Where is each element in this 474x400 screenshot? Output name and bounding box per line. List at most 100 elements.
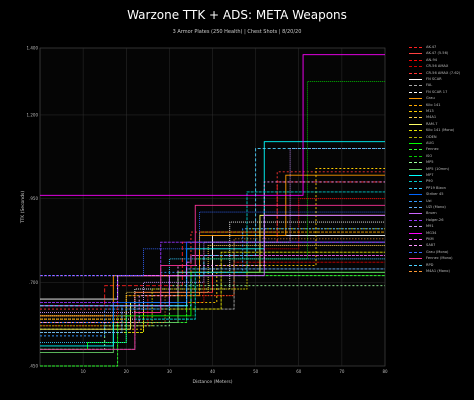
chart-subtitle: 3 Armor Plates (250 Health) | Chest Shot…	[172, 29, 302, 35]
legend-label: ODEN	[426, 134, 437, 139]
legend-item: M91	[409, 223, 473, 229]
legend-label: FAL	[426, 83, 433, 88]
legend-item: Grau	[409, 95, 473, 101]
legend-swatch	[409, 136, 422, 138]
legend-label: Grau	[426, 96, 435, 101]
legend-item: UZI (Mono)	[409, 204, 473, 210]
legend-item: Uzi	[409, 198, 473, 204]
x-tick-label: 10	[81, 369, 87, 374]
legend-item: PP19 Bizon	[409, 185, 473, 191]
legend-item: MP5 (10mm)	[409, 166, 473, 172]
legend-swatch	[409, 149, 422, 151]
y-tick-label: .700	[29, 280, 38, 285]
y-axis-label: TTK (Seconds)	[20, 191, 26, 224]
legend-swatch	[409, 245, 422, 247]
series-line-35	[40, 147, 385, 307]
legend-swatch	[409, 200, 422, 202]
legend-item: Fennec	[409, 146, 473, 152]
legend-label: PP19 Bizon	[426, 185, 446, 190]
x-tick-label: 20	[124, 369, 130, 374]
legend-item: RAM-7	[409, 121, 473, 127]
legend-item: RPD	[409, 262, 473, 268]
legend-label: MP5 (10mm)	[426, 166, 450, 171]
legend-label: AN-94	[426, 57, 438, 62]
legend-label: Striker 45	[426, 192, 444, 197]
legend-swatch	[409, 143, 422, 144]
legend-swatch	[409, 98, 422, 100]
legend-swatch	[409, 213, 422, 215]
legend-label: Holger-26	[426, 217, 444, 222]
legend-item: MP5	[409, 159, 473, 165]
legend-item: Fennec (Mono)	[409, 255, 473, 261]
legend-swatch	[409, 251, 422, 253]
x-tick-label: 30	[167, 369, 173, 374]
legend-label: AUG	[426, 141, 434, 145]
legend-item: P90	[409, 178, 473, 184]
legend-label: AK-47	[426, 45, 437, 49]
legend-swatch	[409, 59, 422, 61]
series-line-23	[40, 258, 385, 344]
legend-item: ODEN	[409, 134, 473, 140]
legend-label: FN SCAR	[426, 77, 442, 81]
legend-label: SA87	[426, 243, 436, 248]
legend-swatch	[409, 117, 422, 119]
y-tick-label: 1.200	[27, 112, 39, 117]
legend-label: RPD	[426, 262, 434, 267]
legend-swatch	[409, 258, 422, 260]
series-line-8	[40, 221, 385, 320]
legend-label: AK-47 (5.56)	[426, 51, 449, 56]
legend-item: Grau (Mono)	[409, 249, 473, 255]
legend-swatch	[409, 53, 422, 55]
legend-item: FN SCAR	[409, 76, 473, 82]
legend-swatch	[409, 264, 422, 266]
series-line-33	[40, 211, 385, 277]
legend-item: Bruen	[409, 210, 473, 216]
legend-label: Uzi	[426, 198, 432, 203]
legend-item: AN-94	[409, 57, 473, 63]
x-axis-label: Distance (Meters)	[193, 379, 233, 385]
legend-swatch	[409, 187, 422, 189]
legend-swatch	[409, 123, 422, 125]
legend-label: Grau (Mono)	[426, 249, 449, 254]
legend-swatch	[409, 207, 422, 208]
x-tick-label: 70	[339, 369, 345, 374]
chart-title: Warzone TTK + ADS: META Weapons	[127, 8, 347, 22]
legend-label: MP7	[426, 173, 434, 177]
legend-label: MP5	[426, 160, 434, 165]
legend-item: MP7	[409, 172, 473, 178]
legend-item: SA87	[409, 242, 473, 248]
legend-label: Fennec (Mono)	[426, 256, 453, 261]
legend-swatch	[409, 47, 422, 48]
legend-label: PKM	[426, 237, 434, 241]
legend-label: M13	[426, 109, 434, 113]
legend-item: CR-56 AMAX	[409, 63, 473, 69]
legend-swatch	[409, 72, 422, 74]
x-tick-label: 50	[253, 369, 259, 374]
x-tick-label: 40	[210, 369, 216, 374]
legend-item: FAL	[409, 82, 473, 88]
series-line-30	[40, 54, 385, 196]
legend-swatch	[409, 175, 422, 176]
legend-swatch	[409, 239, 422, 240]
series-line-36	[40, 238, 385, 323]
legend-item: FN SCAR 17	[409, 89, 473, 95]
legend-label: P90	[426, 179, 433, 184]
legend-swatch	[409, 168, 422, 170]
y-tick-label: .450	[29, 364, 38, 369]
legend-item: AUG	[409, 140, 473, 146]
legend-swatch	[409, 104, 422, 106]
legend-swatch	[409, 162, 422, 164]
legend-swatch	[409, 130, 422, 132]
legend-label: CR-56 AMAX (7.62)	[426, 70, 461, 75]
legend-label: CR-56 AMAX	[426, 64, 449, 69]
legend-label: FN SCAR 17	[426, 89, 448, 94]
legend-label: M91	[426, 224, 434, 229]
legend-swatch	[409, 85, 422, 87]
legend-swatch	[409, 155, 422, 157]
legend-label: Kilo 141	[426, 102, 441, 107]
legend-swatch	[409, 79, 422, 80]
legend-item: AK-47 (5.56)	[409, 50, 473, 56]
legend-label: UZI (Mono)	[426, 205, 446, 209]
series-line-11	[40, 168, 385, 330]
legend-item: M4A1	[409, 114, 473, 120]
